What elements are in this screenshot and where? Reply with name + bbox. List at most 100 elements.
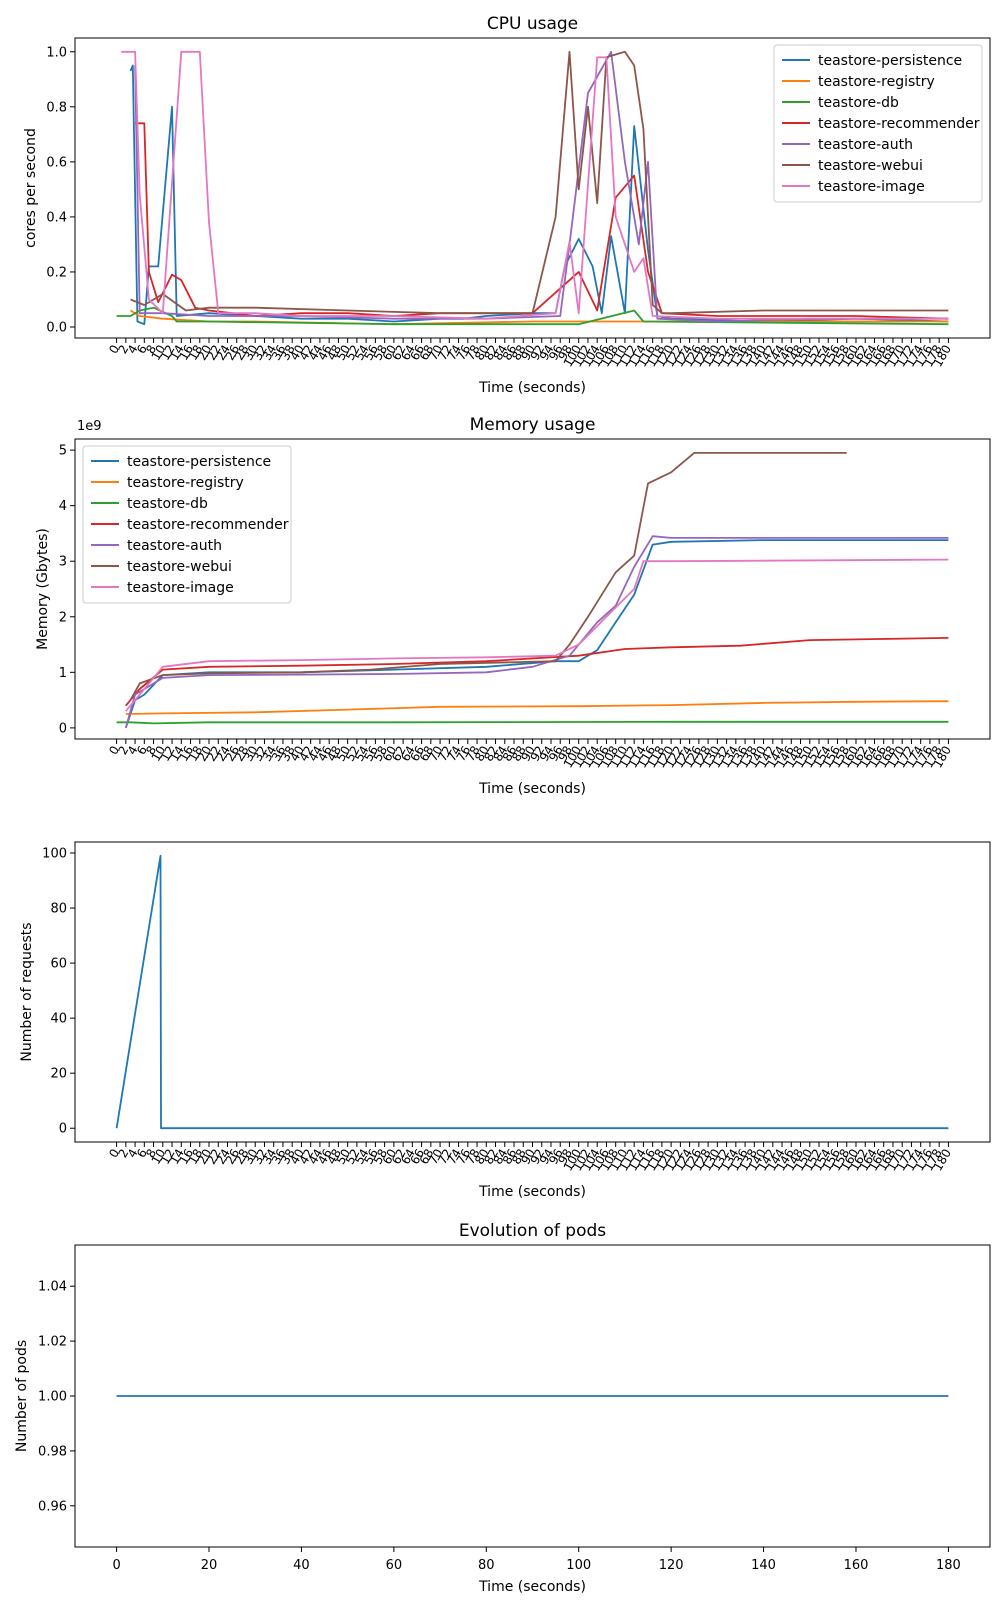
legend-entry: teastore-persistence [127,454,271,470]
x-tick-label: 50 [333,1147,353,1167]
x-tick-label: 48 [324,744,344,764]
series-line-teastore-recommender [125,637,949,707]
x-tick-label: 34 [260,744,280,764]
x-tick-label: 38 [278,1147,298,1167]
legend-entry: teastore-db [818,95,899,111]
x-tick-label: 74 [444,1147,464,1167]
y-tick-label: 100 [42,847,67,862]
x-tick-label: 60 [380,343,400,363]
x-tick-label: 32 [250,744,270,764]
x-tick-label: 70 [426,744,446,764]
series-line-series-1 [115,854,949,1130]
x-tick-label: 32 [250,1147,270,1167]
x-tick-label: 46 [315,744,335,764]
x-tick-label: 30 [241,343,261,363]
x-tick-label: 20 [201,1558,218,1573]
x-tick-label: 78 [463,744,483,764]
x-axis-label: Time (seconds) [478,781,586,797]
legend-entry: teastore-webui [818,158,923,174]
legend: teastore-persistence teastore-registry tea… [773,44,983,203]
y-axis-label: Number of pods [14,1340,30,1452]
x-tick-label: 90 [518,1147,538,1167]
x-tick-label: 20 [195,343,215,363]
x-tick-label: 48 [324,1147,344,1167]
x-tick-label: 14 [167,1147,187,1167]
series-line-teastore-webui [130,50,949,315]
x-tick-label: 80 [472,343,492,363]
x-tick-label: 160 [844,1558,869,1573]
x-tick-label: 22 [204,744,224,764]
chart-1: 0.00.20.40.60.81.00246810121416182022242… [23,14,991,396]
legend-entry: teastore-persistence [818,53,962,69]
x-tick-label: 12 [158,744,178,764]
x-tick-label: 46 [315,1147,335,1167]
chart-title: CPU usage [487,14,578,34]
y-tick-label: 5 [59,444,67,459]
x-tick-label: 38 [278,744,298,764]
x-tick-label: 98 [555,343,575,363]
x-tick-label: 68 [417,744,437,764]
x-tick-label: 36 [269,343,289,363]
y-tick-label: 0.0 [46,320,67,335]
x-tick-label: 56 [361,744,381,764]
series-line-teastore-webui [129,451,847,701]
x-tick-label: 18 [186,343,206,363]
y-tick-label: 40 [50,1012,67,1027]
x-tick-label: 52 [343,1147,363,1167]
x-tick-label: 76 [454,744,474,764]
legend: teastore-persistence teastore-registry tea… [82,445,292,604]
x-tick-label: 20 [195,744,215,764]
x-tick-label: 92 [528,343,548,363]
x-axis-label: Time (seconds) [478,380,586,396]
y-tick-label: 1.00 [38,1390,67,1405]
y-tick-label: 2 [59,610,67,625]
legend-box [773,44,983,203]
chart-2: 0123450246810121416182022242628303234363… [35,415,991,797]
x-tick-label: 44 [306,1147,326,1167]
x-tick-label: 34 [260,343,280,363]
x-tick-label: 36 [269,744,289,764]
x-tick-label: 64 [398,1147,418,1167]
x-tick-label: 28 [232,744,252,764]
x-axis-label: Time (seconds) [478,1184,586,1200]
x-tick-label: 56 [361,343,381,363]
x-tick-label: 62 [389,744,409,764]
x-tick-label: 94 [537,744,557,764]
x-tick-label: 14 [167,343,187,363]
x-tick-label: 40 [287,343,307,363]
x-tick-label: 74 [444,343,464,363]
x-tick-label: 80 [472,1147,492,1167]
x-tick-label: 38 [278,343,298,363]
x-tick-label: 42 [297,744,317,764]
x-tick-label: 28 [232,1147,252,1167]
x-tick-label: 16 [176,1147,196,1167]
x-tick-label: 46 [315,343,335,363]
x-tick-label: 86 [500,744,520,764]
x-tick-label: 96 [546,744,566,764]
x-tick-label: 12 [158,343,178,363]
legend-box [82,445,292,604]
x-tick-label: 54 [352,343,372,363]
y-tick-label: 4 [59,499,67,514]
x-tick-label: 84 [491,744,511,764]
x-tick-label: 80 [472,744,492,764]
x-tick-label: 16 [176,744,196,764]
x-tick-label: 94 [537,343,557,363]
x-tick-label: 26 [223,744,243,764]
y-tick-label: 20 [50,1067,67,1082]
y-tick-label: 60 [50,957,67,972]
x-tick-label: 60 [380,1147,400,1167]
x-tick-label: 82 [481,744,501,764]
x-tick-label: 44 [306,744,326,764]
x-tick-label: 10 [149,343,169,363]
x-tick-label: 96 [546,343,566,363]
x-tick-label: 40 [293,1558,310,1573]
x-tick-label: 10 [149,1147,169,1167]
series-line-teastore-recommender [135,122,949,320]
x-tick-label: 180 [936,1558,961,1573]
y-tick-label: 0 [59,1122,67,1137]
legend-entry: teastore-auth [818,137,913,153]
y-tick-label: 1 [59,666,67,681]
x-tick-label: 24 [213,744,233,764]
y-tick-label: 0.8 [46,100,67,115]
